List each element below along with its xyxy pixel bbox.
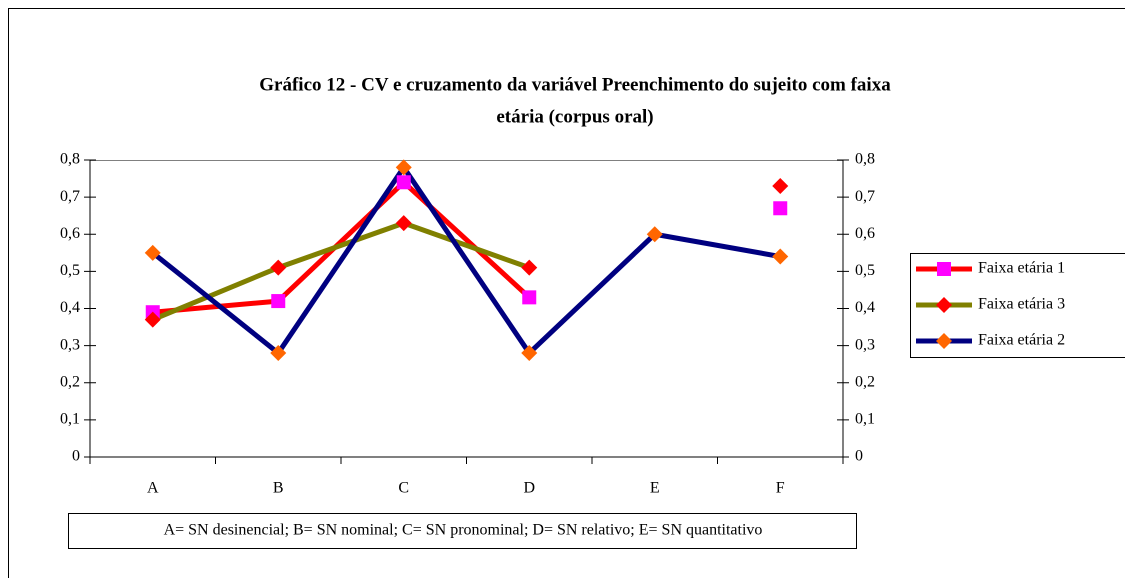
y2-tick-label: 0 (855, 448, 863, 465)
legend-label: Faixa etária 2 (978, 332, 1065, 349)
y2-tick-label: 0,2 (855, 373, 875, 390)
x-tick-label: C (398, 480, 409, 497)
series-marker (522, 290, 537, 305)
y2-tick-label: 0,8 (855, 151, 875, 168)
chart-border (8, 8, 1125, 578)
series-marker (395, 215, 412, 232)
annotation-box (68, 513, 857, 549)
y-tick-label: 0,5 (60, 262, 80, 279)
y-tick-label: 0,4 (60, 299, 80, 316)
y-tick-label: 0 (72, 448, 80, 465)
series-marker (521, 259, 538, 276)
series-marker (772, 248, 789, 265)
y2-tick-label: 0,4 (855, 299, 875, 316)
series-marker (144, 311, 161, 328)
y2-tick-label: 0,7 (855, 188, 875, 205)
legend-label: Faixa etária 3 (978, 296, 1065, 313)
series-marker (270, 259, 287, 276)
y-tick-label: 0,2 (60, 373, 80, 390)
y-tick-label: 0,3 (60, 336, 80, 353)
chart-title: etária (corpus oral) (496, 106, 653, 127)
x-tick-label: F (776, 480, 785, 497)
chart-title: Gráfico 12 - CV e cruzamento da variável… (259, 74, 891, 95)
y2-tick-label: 0,1 (855, 411, 875, 428)
legend-label: Faixa etária 1 (978, 260, 1065, 277)
y-tick-label: 0,1 (60, 411, 80, 428)
annotation: A= SN desinencial; B= SN nominal; C= SN … (164, 522, 763, 539)
x-tick-label: E (650, 480, 660, 497)
x-tick-label: A (147, 480, 159, 497)
y-tick-label: 0,7 (60, 188, 80, 205)
series-marker (396, 175, 411, 190)
series-marker (646, 226, 663, 243)
series-marker (270, 345, 287, 362)
y2-tick-label: 0,3 (855, 336, 875, 353)
legend-marker (937, 262, 951, 276)
series-marker (773, 201, 788, 216)
series-marker (144, 244, 161, 261)
series-line (151, 164, 781, 356)
x-tick-label: B (273, 480, 284, 497)
series-line (153, 186, 781, 320)
legend-marker (936, 333, 952, 349)
series-marker (271, 294, 286, 309)
x-tick-label: D (523, 480, 535, 497)
y-tick-label: 0,8 (60, 151, 80, 168)
y2-tick-label: 0,5 (855, 262, 875, 279)
y2-tick-label: 0,6 (855, 225, 875, 242)
series-marker (521, 345, 538, 362)
series-marker (395, 159, 412, 176)
series-marker (772, 177, 789, 194)
legend-marker (936, 297, 952, 313)
y-tick-label: 0,6 (60, 225, 80, 242)
